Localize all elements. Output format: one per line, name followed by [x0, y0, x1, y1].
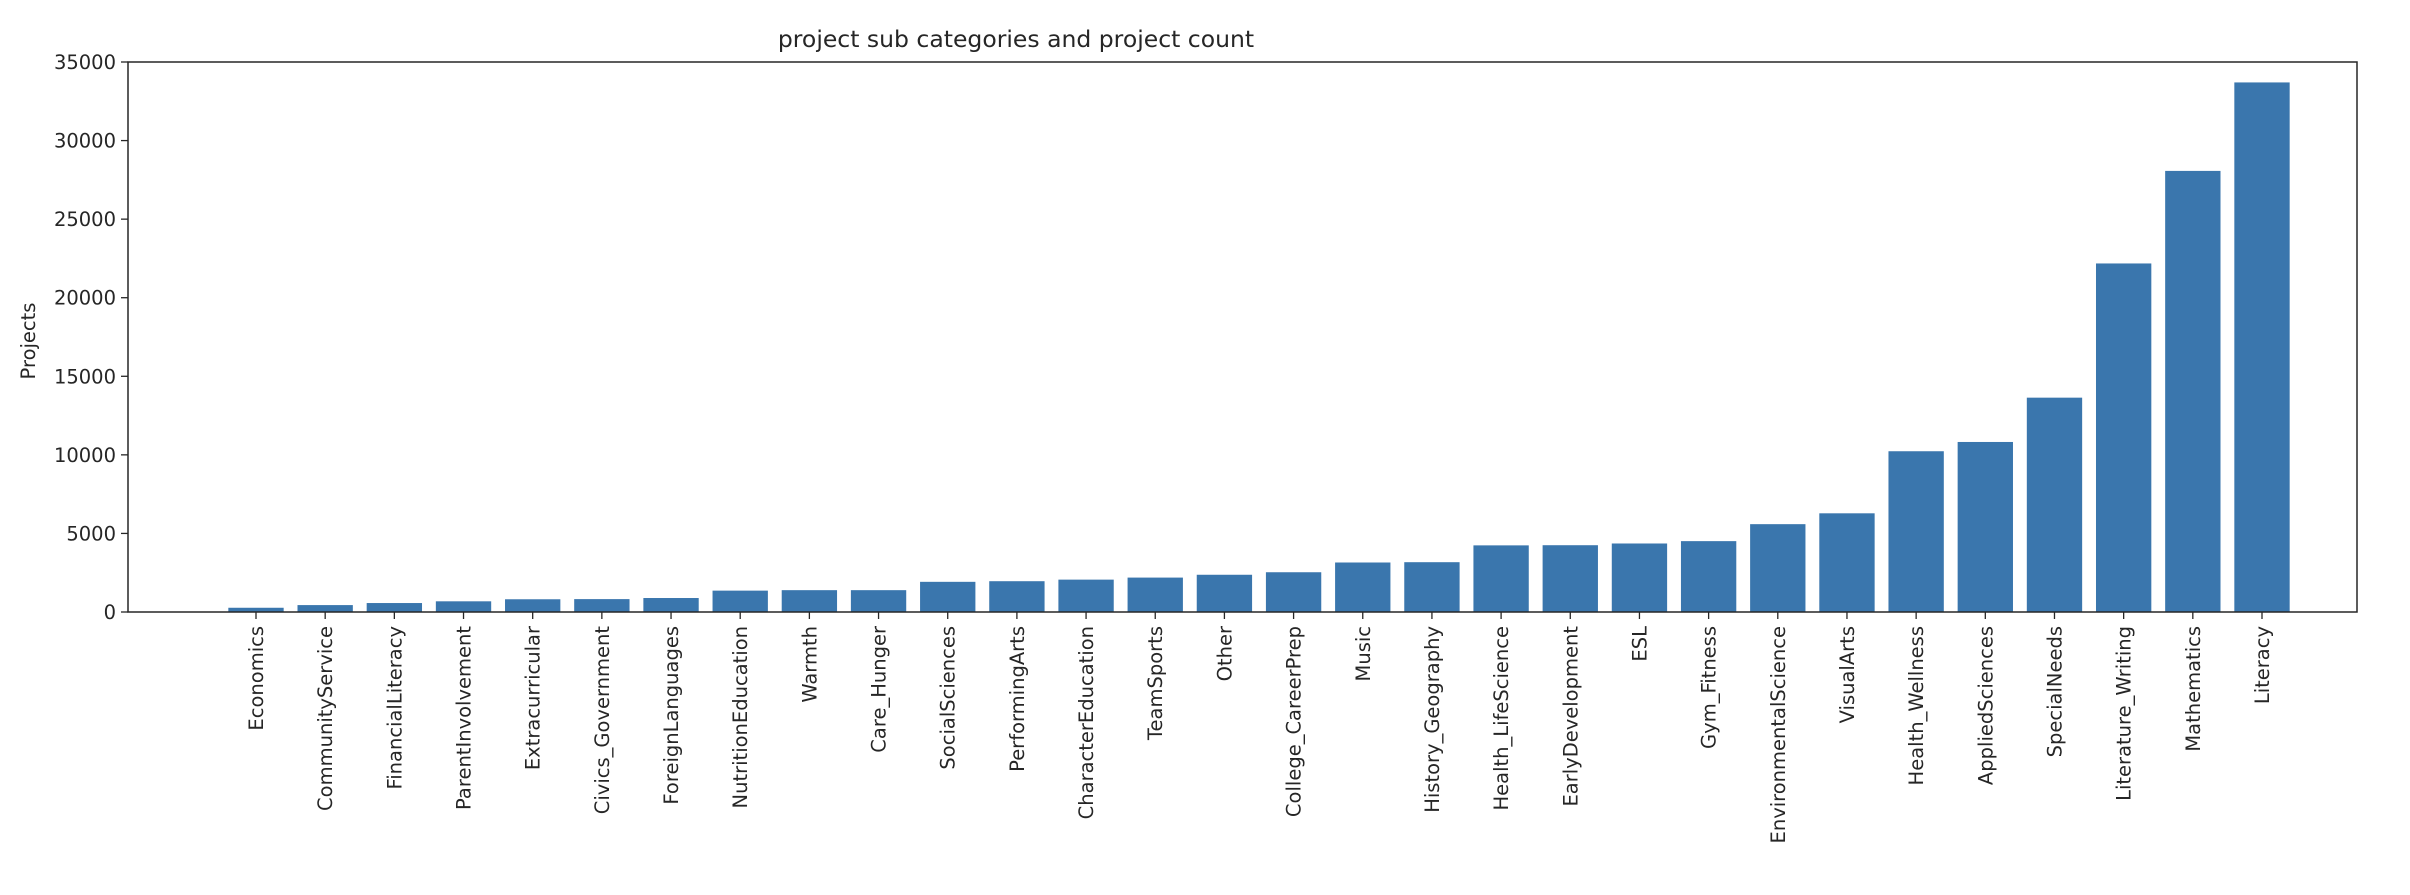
y-axis-ticks: 0 5000 10000 15000 20000 25000 30000 35000 — [54, 51, 128, 624]
x-tick-label: ESL — [1628, 626, 1651, 662]
x-tick-label: VisualArts — [1836, 626, 1859, 723]
x-tick-label: Other — [1213, 625, 1236, 681]
y-tick-label: 10000 — [54, 444, 116, 467]
x-tick-label: PerformingArts — [1006, 626, 1029, 772]
bar-foreignlanguages — [643, 598, 699, 612]
y-axis-label: Projects — [17, 303, 40, 380]
bars-layer — [228, 82, 2290, 613]
bar-music — [1335, 562, 1391, 612]
bar-literature_writing — [2095, 263, 2152, 612]
bar-teamsports — [1127, 577, 1183, 612]
x-tick-label: Literacy — [2251, 626, 2274, 704]
x-axis-ticks: Economics CommunityService FinancialLitera… — [245, 612, 2274, 843]
x-tick-label: Gym_Fitness — [1698, 626, 1721, 749]
bar-history_geography — [1404, 562, 1460, 612]
bar-extracurricular — [505, 599, 561, 612]
bar-economics — [228, 607, 284, 612]
bar-charactereducation — [1058, 579, 1114, 612]
y-tick-label: 5000 — [66, 522, 116, 545]
bar-gym_fitness — [1680, 541, 1737, 612]
x-tick-label: CommunityService — [314, 626, 337, 811]
bar-parentinvolvement — [435, 601, 492, 612]
x-tick-label: Music — [1352, 626, 1375, 681]
bar-socialsciences — [920, 581, 976, 612]
y-tick-label: 35000 — [54, 51, 116, 74]
bar-care_hunger — [850, 590, 907, 612]
x-tick-label: Warmth — [798, 626, 821, 703]
bar-environmentalscience — [1750, 524, 1806, 612]
y-tick-label: 30000 — [54, 130, 116, 153]
y-tick-label: 25000 — [54, 208, 116, 231]
x-tick-label: EnvironmentalScience — [1767, 626, 1790, 843]
y-tick-label: 20000 — [54, 287, 116, 310]
x-tick-label: History_Geography — [1421, 626, 1444, 813]
x-tick-label: Mathematics — [2182, 626, 2205, 752]
x-tick-label: Economics — [245, 626, 268, 731]
bar-financialliteracy — [366, 603, 423, 612]
bar-earlydevelopment — [1542, 545, 1598, 612]
x-tick-label: Extracurricular — [522, 625, 545, 770]
x-tick-label: SocialSciences — [937, 626, 960, 770]
bar-literacy — [2234, 82, 2290, 613]
x-tick-label: ParentInvolvement — [453, 626, 476, 810]
x-tick-label: EarlyDevelopment — [1559, 626, 1582, 807]
bar-nutritioneducation — [712, 590, 768, 612]
x-tick-label: AppliedSciences — [1974, 626, 1997, 785]
x-tick-label: Literature_Writing — [2113, 626, 2136, 801]
bar-mathematics — [2165, 170, 2221, 612]
x-tick-label: Care_Hunger — [868, 625, 891, 753]
bar-appliedsciences — [1957, 441, 2013, 612]
x-tick-label: ForeignLanguages — [660, 626, 683, 805]
x-tick-label: TeamSports — [1144, 626, 1167, 741]
x-tick-label: Civics_Government — [591, 626, 614, 815]
x-tick-label: CharacterEducation — [1075, 626, 1098, 819]
bar-esl — [1611, 543, 1668, 612]
bar-health_lifescience — [1473, 545, 1529, 612]
x-tick-label: Health_LifeScience — [1490, 626, 1513, 811]
bar-communityservice — [297, 605, 353, 612]
plot-frame — [127, 61, 2358, 613]
x-tick-label: NutritionEducation — [729, 626, 752, 808]
x-tick-label: SpecialNeeds — [2043, 626, 2066, 757]
y-tick-label: 15000 — [54, 365, 116, 388]
bar-warmth — [781, 590, 838, 612]
chart-title: project sub categories and project count — [778, 25, 1254, 53]
bar-college_careerprep — [1265, 572, 1322, 612]
bar-health_wellness — [1888, 451, 1944, 612]
bar-specialneeds — [2026, 397, 2083, 612]
bar-performingarts — [989, 581, 1045, 612]
y-tick-label: 0 — [104, 601, 116, 624]
bar-civics_government — [574, 599, 630, 612]
bar-other — [1196, 574, 1253, 612]
x-tick-label: College_CareerPrep — [1283, 626, 1306, 817]
bar-visualarts — [1819, 513, 1875, 612]
x-tick-label: FinancialLiteracy — [383, 626, 406, 790]
x-tick-label: Health_Wellness — [1905, 626, 1928, 785]
